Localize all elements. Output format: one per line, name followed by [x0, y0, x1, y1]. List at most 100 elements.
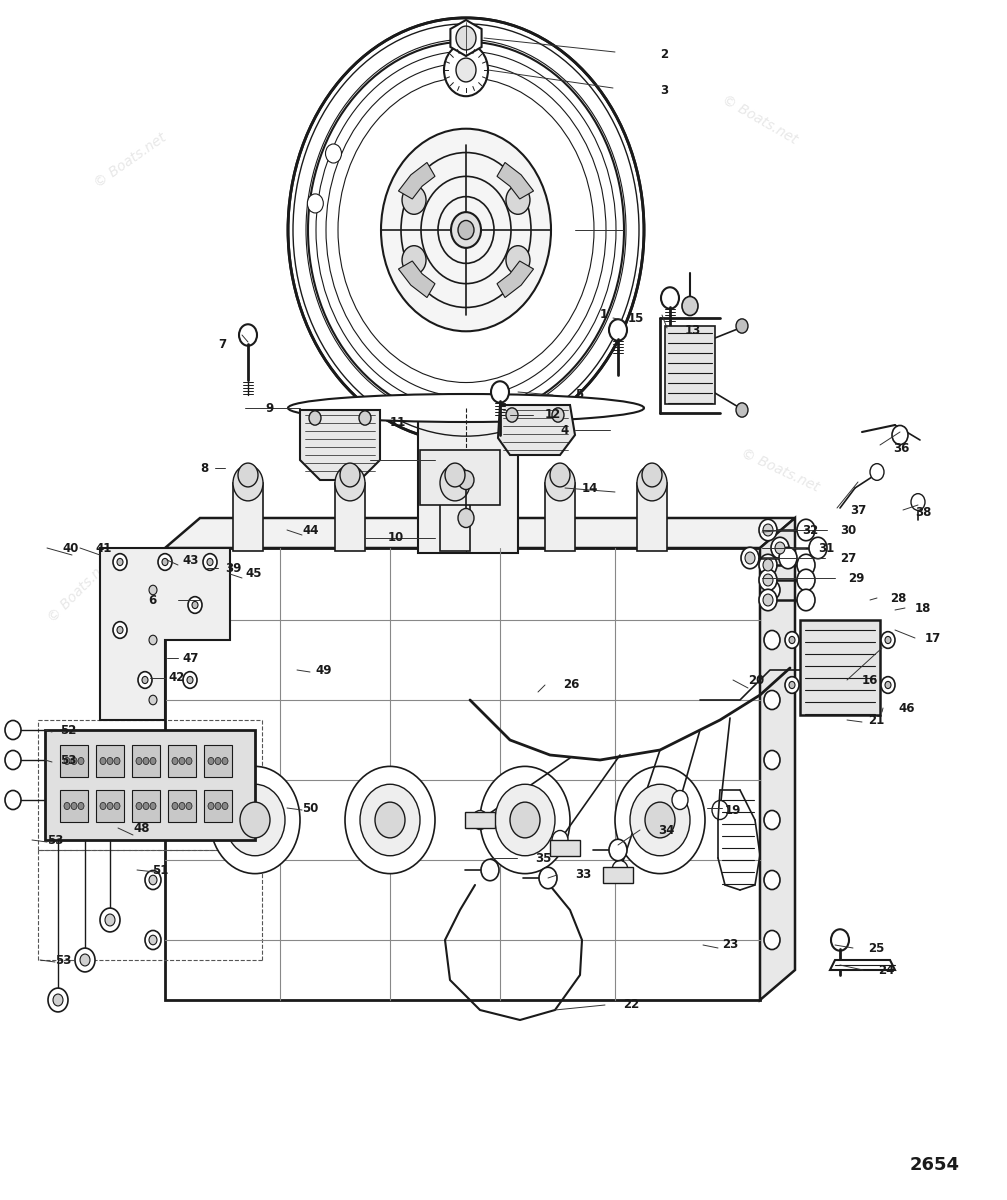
Circle shape — [215, 757, 221, 764]
Polygon shape — [498, 404, 575, 455]
Bar — [465, 812, 495, 828]
Text: 9: 9 — [265, 402, 273, 414]
Circle shape — [642, 463, 662, 487]
Text: 10: 10 — [388, 532, 404, 545]
Text: 5: 5 — [575, 389, 583, 402]
Circle shape — [458, 221, 474, 240]
Circle shape — [222, 757, 228, 764]
Circle shape — [150, 757, 156, 764]
Circle shape — [114, 803, 120, 810]
Circle shape — [885, 636, 891, 643]
Circle shape — [763, 559, 773, 571]
Text: 33: 33 — [575, 869, 591, 882]
Circle shape — [764, 581, 780, 600]
Circle shape — [609, 319, 627, 341]
Ellipse shape — [288, 394, 644, 422]
Circle shape — [136, 803, 142, 810]
Circle shape — [797, 554, 815, 576]
Bar — [440, 484, 470, 551]
Text: 22: 22 — [623, 998, 639, 1012]
Circle shape — [149, 815, 157, 824]
Text: 42: 42 — [168, 672, 184, 684]
Text: 8: 8 — [200, 462, 208, 474]
Text: 24: 24 — [878, 964, 894, 977]
Circle shape — [759, 520, 777, 541]
Circle shape — [661, 287, 679, 308]
Circle shape — [238, 463, 258, 487]
Circle shape — [609, 839, 627, 860]
Circle shape — [179, 803, 185, 810]
Text: 21: 21 — [868, 714, 884, 726]
Text: 2: 2 — [660, 48, 668, 61]
Bar — [204, 790, 232, 822]
Circle shape — [736, 319, 748, 334]
Bar — [800, 620, 880, 715]
Circle shape — [113, 553, 127, 570]
Text: © Boats.net: © Boats.net — [720, 92, 801, 148]
Text: 50: 50 — [302, 802, 318, 815]
Text: 26: 26 — [563, 678, 579, 691]
Bar — [45, 730, 255, 840]
Text: 18: 18 — [915, 601, 931, 614]
Bar — [335, 484, 365, 551]
Text: © Boats.net: © Boats.net — [92, 130, 169, 190]
Bar — [550, 840, 580, 856]
Circle shape — [149, 635, 157, 644]
Bar — [168, 790, 196, 822]
Text: 44: 44 — [302, 523, 318, 536]
Circle shape — [145, 810, 161, 829]
Circle shape — [142, 677, 148, 684]
Text: 23: 23 — [722, 938, 738, 952]
Text: 15: 15 — [628, 312, 644, 324]
Circle shape — [186, 803, 192, 810]
Text: 40: 40 — [62, 541, 79, 554]
Circle shape — [779, 547, 797, 569]
Circle shape — [48, 988, 68, 1012]
Circle shape — [215, 803, 221, 810]
Circle shape — [885, 682, 891, 689]
Text: © Boats.net: © Boats.net — [45, 556, 115, 625]
Bar — [233, 484, 263, 551]
Circle shape — [491, 382, 509, 403]
Circle shape — [759, 589, 777, 611]
Circle shape — [145, 630, 161, 649]
Circle shape — [381, 128, 551, 331]
Circle shape — [764, 630, 780, 649]
Circle shape — [763, 594, 773, 606]
Circle shape — [797, 589, 815, 611]
Polygon shape — [300, 410, 380, 480]
Circle shape — [145, 870, 161, 889]
Text: 3: 3 — [660, 84, 668, 96]
Text: 25: 25 — [868, 942, 884, 954]
Circle shape — [785, 677, 799, 694]
Circle shape — [637, 466, 667, 500]
Circle shape — [187, 677, 193, 684]
Circle shape — [764, 810, 780, 829]
Circle shape — [207, 558, 213, 565]
Text: 14: 14 — [582, 481, 598, 494]
Circle shape — [745, 552, 755, 564]
Circle shape — [359, 785, 420, 856]
Circle shape — [759, 554, 777, 576]
Circle shape — [763, 574, 773, 586]
Circle shape — [179, 757, 185, 764]
Text: 31: 31 — [818, 541, 834, 554]
Text: 51: 51 — [152, 864, 168, 876]
Text: 12: 12 — [545, 408, 561, 421]
Circle shape — [552, 830, 568, 850]
Circle shape — [506, 246, 530, 275]
Circle shape — [192, 601, 198, 608]
Circle shape — [208, 757, 214, 764]
Circle shape — [183, 672, 197, 689]
Circle shape — [797, 520, 815, 541]
Circle shape — [105, 914, 115, 926]
Circle shape — [309, 410, 321, 425]
Circle shape — [113, 622, 127, 638]
Bar — [204, 745, 232, 778]
Circle shape — [881, 631, 895, 648]
Bar — [60, 745, 88, 778]
Circle shape — [172, 757, 178, 764]
Bar — [603, 866, 633, 883]
Circle shape — [480, 767, 570, 874]
Text: 49: 49 — [315, 664, 331, 677]
